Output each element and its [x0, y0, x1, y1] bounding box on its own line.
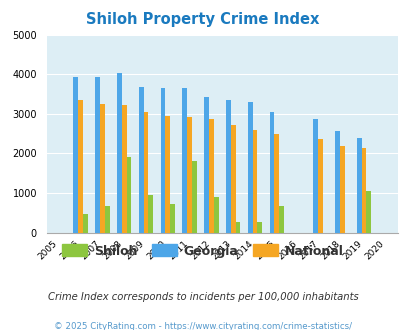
Bar [230, 125, 235, 233]
Bar [170, 204, 175, 233]
Bar [247, 102, 252, 233]
Bar [366, 191, 370, 233]
Bar [78, 100, 83, 233]
Bar [165, 116, 170, 233]
Bar [143, 112, 148, 233]
Bar [100, 104, 104, 233]
Bar [126, 157, 131, 233]
Bar [356, 138, 361, 233]
Bar [187, 117, 192, 233]
Bar [204, 97, 209, 233]
Bar [252, 130, 257, 233]
Bar [95, 78, 100, 233]
Bar [160, 88, 165, 233]
Bar [148, 195, 153, 233]
Bar [339, 146, 344, 233]
Bar [104, 206, 109, 233]
Text: Shiloh Property Crime Index: Shiloh Property Crime Index [86, 12, 319, 26]
Bar [317, 139, 322, 233]
Bar [209, 119, 213, 233]
Text: Crime Index corresponds to incidents per 100,000 inhabitants: Crime Index corresponds to incidents per… [47, 292, 358, 302]
Bar [274, 134, 279, 233]
Bar [257, 221, 262, 233]
Bar [313, 119, 317, 233]
Bar [279, 206, 284, 233]
Bar [73, 78, 78, 233]
Bar [139, 87, 143, 233]
Bar [117, 73, 121, 233]
Bar [334, 131, 339, 233]
Bar [269, 112, 274, 233]
Bar [235, 221, 240, 233]
Bar [122, 105, 126, 233]
Bar [192, 161, 196, 233]
Bar [182, 88, 187, 233]
Bar [226, 100, 230, 233]
Bar [361, 148, 366, 233]
Bar [213, 197, 218, 233]
Bar [83, 214, 87, 233]
Legend: Shiloh, Georgia, National: Shiloh, Georgia, National [58, 240, 347, 263]
Text: © 2025 CityRating.com - https://www.cityrating.com/crime-statistics/: © 2025 CityRating.com - https://www.city… [54, 322, 351, 330]
